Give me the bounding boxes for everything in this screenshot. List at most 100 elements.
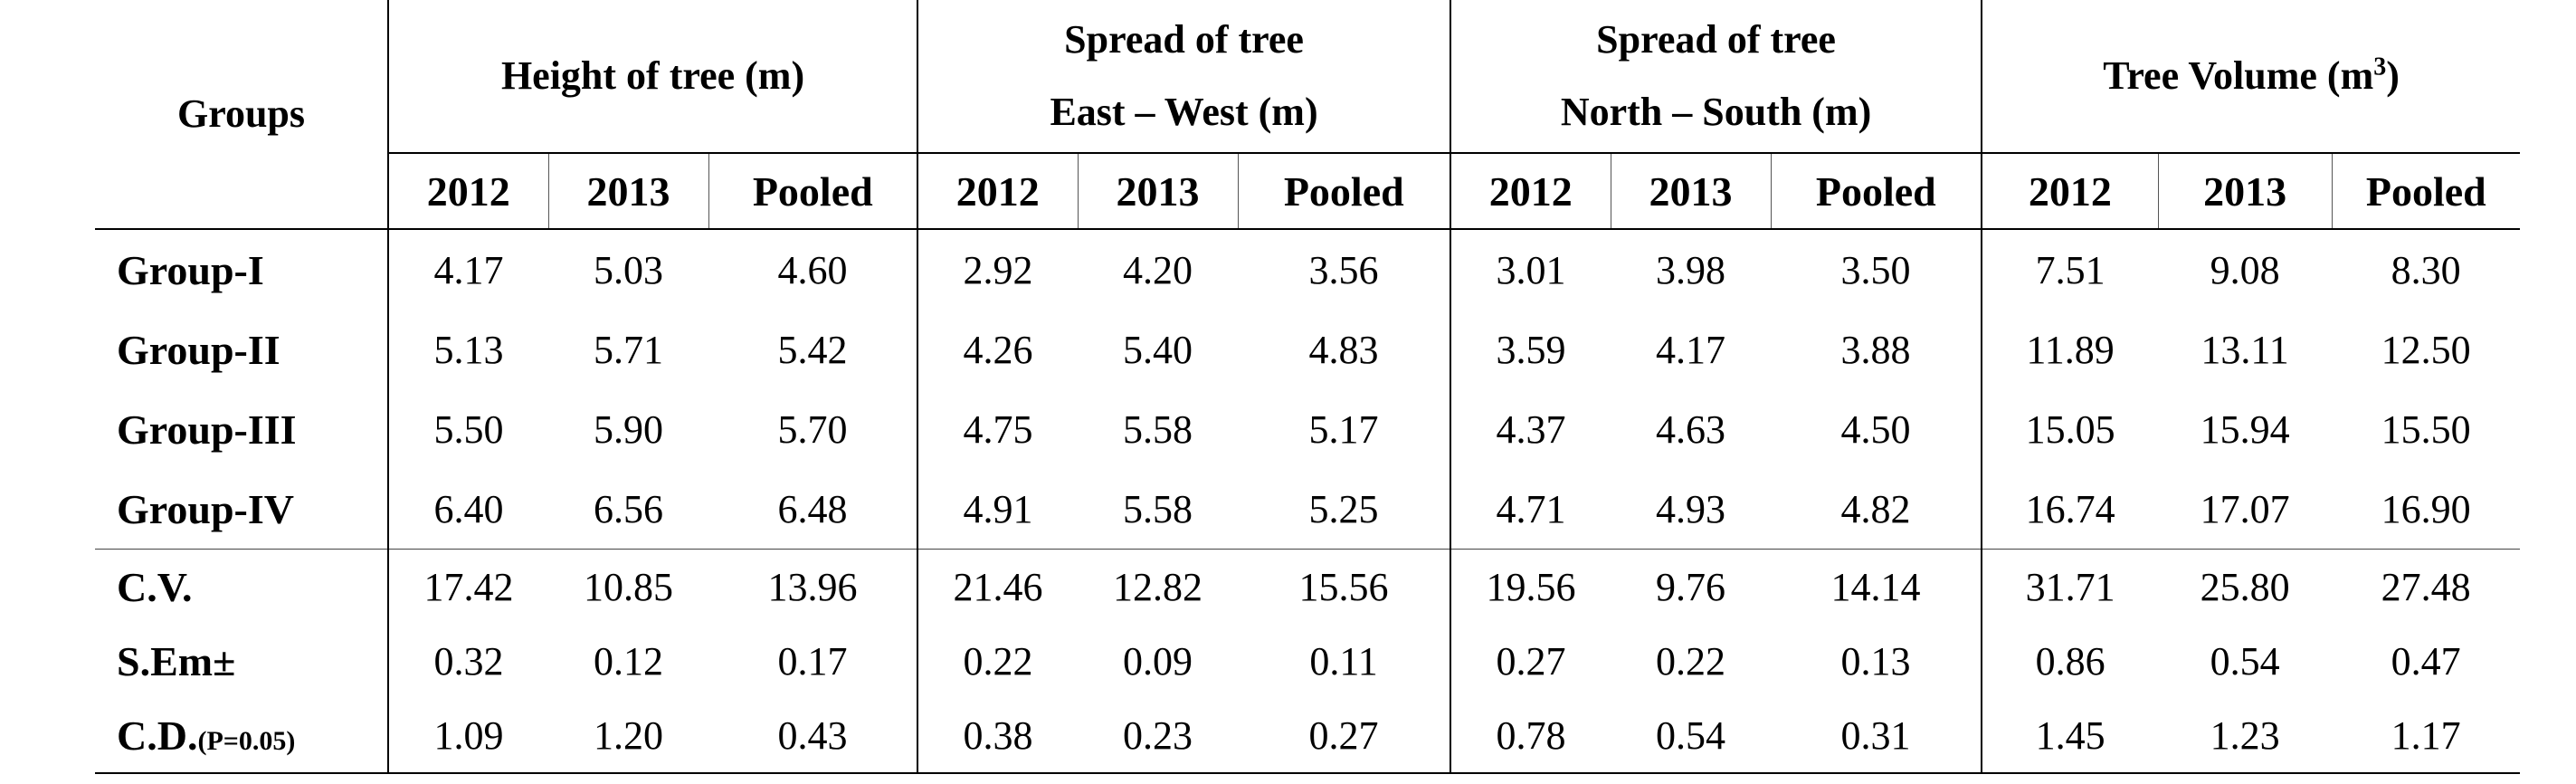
stat-label: C.D. (117, 712, 198, 759)
value-cell: 0.78 (1450, 698, 1611, 774)
subheader-2012: 2012 (917, 152, 1079, 230)
value-cell: 8.30 (2391, 247, 2461, 292)
value-cell: 5.13 (387, 310, 548, 389)
value-cell: 5.70 (777, 406, 848, 452)
subheader-2013: 2013 (1610, 152, 1772, 230)
value-cell: 4.91 (917, 469, 1079, 550)
subheader-2013: 2013 (1077, 152, 1239, 230)
value-cell: 3.98 (1656, 247, 1726, 292)
group-name: Group-I (117, 246, 264, 293)
volume-header-text: Tree Volume (m (2103, 53, 2374, 98)
value-cell: 3.59 (1450, 310, 1611, 389)
value-cell: 4.71 (1450, 469, 1611, 550)
value-cell: 0.32 (387, 624, 548, 698)
volume-header: Tree Volume (m3) (1981, 0, 2521, 153)
stat-name: C.V. (95, 549, 388, 624)
value-cell: 6.48 (777, 486, 848, 531)
spread-ns-line1: Spread of tree (1596, 17, 1836, 62)
value-cell: 0.27 (1238, 698, 1451, 774)
group-name: Group-IV (117, 485, 294, 532)
value-cell: 31.71 (1981, 549, 2159, 624)
value-cell: 0.31 (1771, 698, 1982, 774)
value-cell: 13.96 (708, 549, 918, 624)
value-cell: 5.03 (594, 247, 663, 292)
group-name: Group-III (117, 406, 297, 453)
value-cell: 0.23 (1078, 698, 1239, 774)
value-cell: 5.17 (1308, 406, 1379, 452)
value-cell: 0.54 (1611, 698, 1772, 774)
value-cell: 4.20 (1123, 247, 1193, 292)
value-cell: 0.43 (708, 698, 918, 774)
group-name: Group-II (117, 326, 280, 373)
value-cell: 0.47 (2391, 638, 2461, 684)
value-cell: 4.83 (1308, 327, 1379, 372)
stat-row: S.Em± 0.32 0.12 0.17 0.22 0.09 0.11 0.27… (95, 624, 2520, 698)
value-cell: 0.17 (777, 638, 848, 684)
value-cell: 6.56 (594, 486, 663, 531)
value-cell: 5.58 (1123, 486, 1193, 531)
value-cell: 0.11 (1309, 638, 1378, 684)
value-cell: 1.20 (548, 698, 708, 774)
volume-header-sup: 3 (2373, 53, 2387, 81)
value-cell: 1.23 (2158, 698, 2333, 774)
value-cell: 12.50 (2381, 327, 2471, 372)
value-cell: 0.22 (1656, 638, 1726, 684)
value-cell: 15.50 (2381, 406, 2471, 452)
value-cell: 15.05 (1981, 389, 2159, 469)
spread-ew-line1: Spread of tree (1064, 17, 1304, 62)
value-cell: 17.07 (2200, 486, 2290, 531)
value-cell: 12.82 (1078, 549, 1239, 624)
stat-name: C.D.(P=0.05) (95, 698, 388, 774)
value-cell: 16.74 (1981, 469, 2159, 550)
value-cell: 1.17 (2332, 698, 2521, 774)
volume-header-end: ) (2386, 53, 2400, 98)
subheader-2012: 2012 (387, 152, 548, 230)
value-cell: 0.27 (1450, 624, 1611, 698)
value-cell: 5.58 (1123, 406, 1193, 452)
value-cell: 11.89 (1981, 310, 2159, 389)
value-cell: 1.45 (1981, 698, 2159, 774)
value-cell: 4.82 (1840, 486, 1911, 531)
value-cell: 17.42 (387, 549, 548, 624)
value-cell: 27.48 (2332, 549, 2521, 624)
value-cell: 5.25 (1308, 486, 1379, 531)
value-cell: 1.09 (387, 698, 548, 774)
value-cell: 3.50 (1840, 247, 1911, 292)
value-cell: 9.76 (1611, 549, 1772, 624)
spread-ns-header: Spread of tree North – South (m) (1450, 0, 1982, 153)
value-cell: 4.17 (1656, 327, 1726, 372)
value-cell: 0.38 (917, 698, 1079, 774)
value-cell: 16.90 (2381, 486, 2471, 531)
value-cell: 4.63 (1656, 406, 1726, 452)
value-cell: 6.40 (387, 469, 548, 550)
value-cell: 0.22 (917, 624, 1079, 698)
value-cell: 10.85 (548, 549, 708, 624)
subheader-2013: 2013 (547, 152, 708, 230)
value-cell: 4.26 (917, 310, 1079, 389)
value-cell: 3.56 (1308, 247, 1379, 292)
value-cell: 4.37 (1450, 389, 1611, 469)
stat-row: C.V. 17.42 10.85 13.96 21.46 12.82 15.56… (95, 549, 2521, 624)
value-cell: 15.94 (2200, 406, 2290, 452)
value-cell: 4.75 (917, 389, 1079, 469)
stat-label: S.Em± (117, 637, 236, 684)
value-cell: 5.40 (1123, 327, 1193, 372)
value-cell: 0.54 (2210, 638, 2280, 684)
stat-label: C.V. (117, 563, 193, 610)
value-cell: 0.12 (594, 638, 663, 684)
value-cell: 15.56 (1238, 549, 1451, 624)
value-cell: 3.01 (1450, 229, 1611, 310)
value-cell: 4.50 (1840, 406, 1911, 452)
group-row: Group-I 4.17 5.03 4.60 2.92 4.20 3.56 3.… (95, 229, 2520, 310)
value-cell: 0.13 (1840, 638, 1911, 684)
value-cell: 4.93 (1656, 486, 1726, 531)
spread-ew-line2: East – West (m) (1050, 90, 1318, 134)
value-cell: 4.17 (387, 229, 548, 310)
groups-header: Groups (95, 0, 388, 230)
value-cell: 25.80 (2158, 549, 2333, 624)
spread-ns-line2: North – South (m) (1560, 90, 1872, 134)
value-cell: 14.14 (1771, 549, 1982, 624)
stat-label-sub: (P=0.05) (197, 725, 296, 756)
header-row-sub: 2012 2013 Pooled 2012 2013 Pooled 2012 2… (95, 152, 2521, 230)
value-cell: 5.71 (594, 327, 663, 372)
